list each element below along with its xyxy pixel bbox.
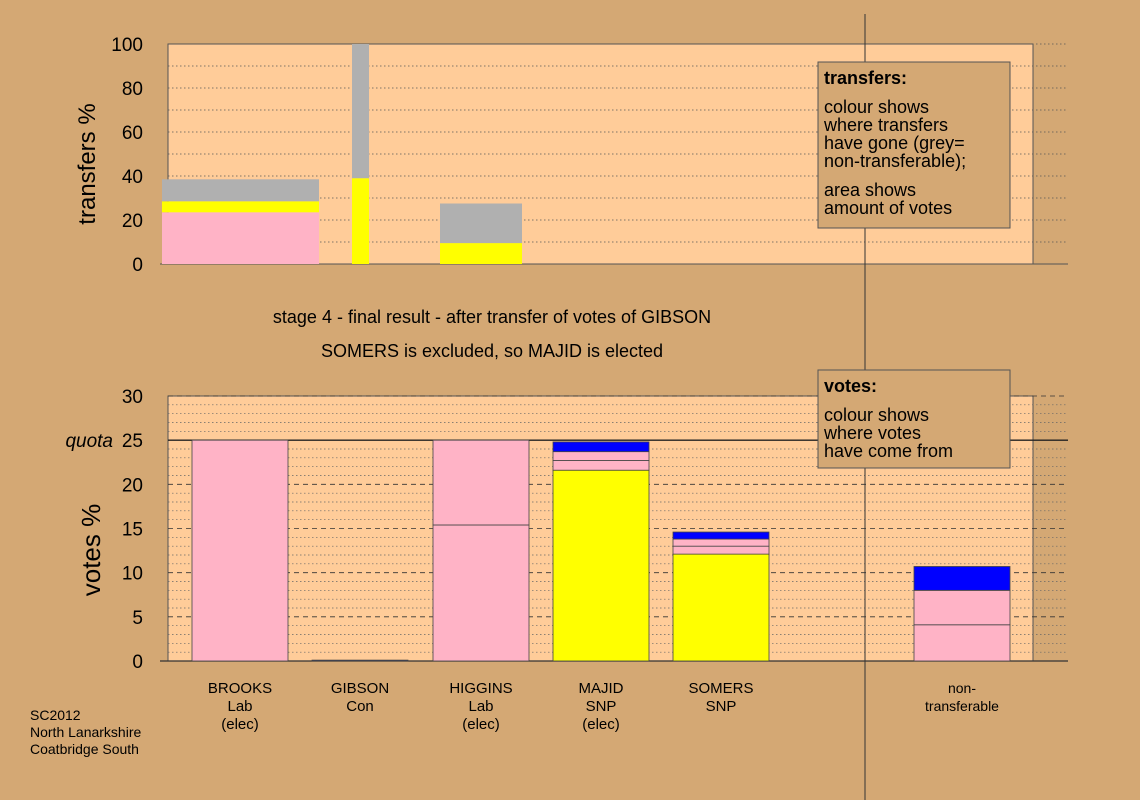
votes-y-tick-label: 15 <box>122 520 143 541</box>
footer-line: SC2012 <box>30 707 81 723</box>
transfers-legend-line: non-transferable); <box>824 151 966 171</box>
candidate-name-label: BROOKS <box>208 680 272 697</box>
votes-y-tick-label: 30 <box>122 387 143 408</box>
transfers-legend-line: amount of votes <box>824 198 952 218</box>
vote-bar-segment <box>672 545 770 555</box>
candidate-party-label: Con <box>346 698 374 715</box>
transfers-y-tick-label: 80 <box>122 79 143 100</box>
transfers-y-tick-label: 20 <box>122 211 143 232</box>
transfer-bar-segment <box>352 44 369 179</box>
transfer-bar-segment <box>352 178 369 264</box>
vote-bar-segment <box>672 553 770 662</box>
vote-bar-segment <box>432 439 530 526</box>
candidate-party-label: SNP <box>586 698 617 715</box>
vote-bar-segment <box>311 659 409 662</box>
candidate-status-label: (elec) <box>582 716 620 733</box>
vote-bar-segment <box>432 524 530 662</box>
transfers-legend-line: area shows <box>824 180 916 200</box>
votes-legend-title: votes: <box>824 376 877 396</box>
stage-subtitle: SOMERS is excluded, so MAJID is elected <box>321 341 663 361</box>
transfer-bar-segment <box>440 243 522 264</box>
votes-y-tick-label: 5 <box>132 608 143 629</box>
transfers-y-tick-label: 0 <box>132 255 143 276</box>
candidate-party-label: Lab <box>227 698 252 715</box>
vote-bar-segment <box>913 589 1011 626</box>
vote-bar-segment <box>552 441 650 453</box>
transfers-y-tick-label: 100 <box>111 35 143 56</box>
transfers-legend-line: colour shows <box>824 97 929 117</box>
vote-bar-segment <box>672 538 770 547</box>
transfers-y-axis-label: transfers % <box>74 103 101 224</box>
transfers-legend-line: have gone (grey= <box>824 133 965 153</box>
candidate-status-label: (elec) <box>221 716 259 733</box>
votes-y-tick-label: 25 <box>122 431 143 452</box>
vote-bar-segment <box>913 624 1011 662</box>
vote-bar-segment <box>552 451 650 461</box>
candidate-party-label: Lab <box>468 698 493 715</box>
votes-y-tick-label: 20 <box>122 475 143 496</box>
votes-legend-line: have come from <box>824 441 953 461</box>
candidate-party-label: transferable <box>925 698 999 714</box>
transfer-bar-segment <box>162 212 319 264</box>
transfer-bar-segment <box>440 203 522 244</box>
candidate-name-label: MAJID <box>579 680 624 697</box>
votes-y-tick-label: 0 <box>132 652 143 673</box>
footer-info: SC2012 North Lanarkshire Coatbridge Sout… <box>30 707 141 757</box>
vote-bar-segment <box>552 460 650 471</box>
candidate-name-label: GIBSON <box>331 680 389 697</box>
votes-legend: votes: colour shows where votes have com… <box>817 369 1011 469</box>
vote-bar-segment <box>913 566 1011 591</box>
transfers-legend: transfers: colour shows where transfers … <box>817 61 1011 229</box>
candidate-name-label: non- <box>948 680 976 696</box>
vote-bar-segment <box>672 531 770 540</box>
candidate-status-label: (elec) <box>462 716 500 733</box>
candidate-name-label: SOMERS <box>688 680 753 697</box>
quota-label: quota <box>65 431 113 452</box>
stage-title: stage 4 - final result - after transfer … <box>273 307 711 327</box>
transfers-legend-title: transfers: <box>824 68 907 88</box>
footer-line: Coatbridge South <box>30 741 139 757</box>
transfers-legend-line: where transfers <box>823 115 948 135</box>
transfer-bar-segment <box>162 179 319 202</box>
vote-bar-segment <box>552 469 650 662</box>
vote-bar-segment <box>191 439 289 662</box>
votes-legend-line: colour shows <box>824 405 929 425</box>
transfers-y-tick-label: 60 <box>122 123 143 144</box>
transfer-bar-segment <box>162 201 319 213</box>
transfers-y-tick-label: 40 <box>122 167 143 188</box>
votes-legend-line: where votes <box>823 423 921 443</box>
votes-y-tick-label: 10 <box>122 564 143 585</box>
candidate-name-label: HIGGINS <box>449 680 512 697</box>
candidate-party-label: SNP <box>706 698 737 715</box>
votes-y-axis-label: votes % <box>76 504 106 597</box>
footer-line: North Lanarkshire <box>30 724 141 740</box>
